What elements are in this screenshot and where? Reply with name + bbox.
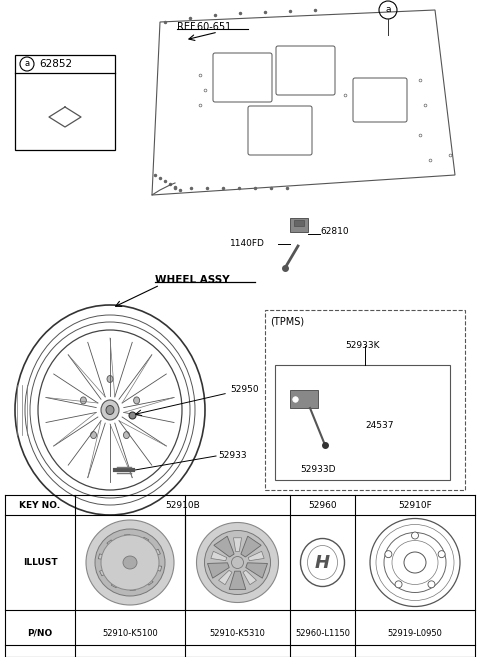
Ellipse shape — [428, 581, 435, 588]
Polygon shape — [130, 570, 136, 591]
Ellipse shape — [204, 530, 271, 595]
Text: REF.60-651: REF.60-651 — [177, 22, 231, 32]
Ellipse shape — [101, 400, 119, 420]
Ellipse shape — [196, 522, 278, 602]
Text: 52960: 52960 — [308, 501, 337, 509]
Polygon shape — [241, 536, 261, 557]
Text: a: a — [24, 60, 30, 68]
Bar — [15, 55, 115, 150]
Polygon shape — [98, 554, 122, 562]
Bar — [275, 365, 450, 480]
Text: 24537: 24537 — [365, 420, 394, 430]
Ellipse shape — [106, 405, 114, 415]
Text: 52933D: 52933D — [300, 466, 336, 474]
Polygon shape — [207, 563, 229, 578]
Polygon shape — [214, 536, 234, 557]
Text: KEY NO.: KEY NO. — [19, 501, 60, 509]
Ellipse shape — [385, 551, 392, 558]
Polygon shape — [99, 564, 123, 576]
Polygon shape — [218, 570, 232, 585]
Polygon shape — [137, 549, 160, 560]
Text: H: H — [315, 553, 330, 572]
Text: 52950: 52950 — [230, 386, 259, 394]
Ellipse shape — [395, 581, 402, 588]
Bar — [265, 310, 465, 490]
Text: 52910-K5310: 52910-K5310 — [210, 629, 265, 638]
Polygon shape — [248, 551, 264, 560]
Ellipse shape — [438, 551, 445, 558]
Bar — [290, 390, 318, 408]
Polygon shape — [233, 538, 241, 552]
Text: 62852: 62852 — [39, 59, 72, 69]
Ellipse shape — [80, 397, 86, 404]
Text: a: a — [385, 5, 391, 14]
Text: WHEEL ASSY: WHEEL ASSY — [155, 275, 229, 285]
Polygon shape — [124, 535, 130, 556]
Ellipse shape — [411, 532, 419, 539]
Text: 1140FD: 1140FD — [230, 240, 265, 248]
Bar — [294, 220, 304, 226]
Ellipse shape — [91, 432, 96, 439]
Ellipse shape — [86, 520, 174, 605]
Ellipse shape — [95, 529, 165, 596]
Polygon shape — [107, 540, 125, 558]
Text: P/NO: P/NO — [27, 629, 53, 638]
Text: 52910F: 52910F — [398, 501, 432, 509]
Ellipse shape — [101, 535, 159, 590]
Ellipse shape — [133, 397, 140, 404]
Polygon shape — [138, 564, 162, 571]
Ellipse shape — [123, 432, 130, 439]
Text: (TPMS): (TPMS) — [270, 317, 304, 327]
Polygon shape — [211, 551, 227, 560]
Text: 52910-K5100: 52910-K5100 — [102, 629, 158, 638]
Text: ILLUST: ILLUST — [23, 558, 57, 567]
Text: 52960-L1150: 52960-L1150 — [295, 629, 350, 638]
Ellipse shape — [107, 376, 113, 382]
Text: 52910B: 52910B — [165, 501, 200, 509]
Polygon shape — [135, 568, 153, 585]
Text: 62810: 62810 — [320, 227, 348, 237]
Polygon shape — [243, 570, 256, 585]
Text: 52933: 52933 — [218, 451, 247, 459]
Text: 52919-L0950: 52919-L0950 — [387, 629, 443, 638]
Polygon shape — [229, 571, 246, 589]
Polygon shape — [111, 568, 127, 588]
Bar — [290, 218, 308, 232]
Ellipse shape — [123, 556, 137, 569]
Ellipse shape — [231, 556, 243, 568]
Polygon shape — [133, 537, 149, 557]
Polygon shape — [246, 563, 267, 578]
Text: 52933K: 52933K — [345, 340, 380, 350]
